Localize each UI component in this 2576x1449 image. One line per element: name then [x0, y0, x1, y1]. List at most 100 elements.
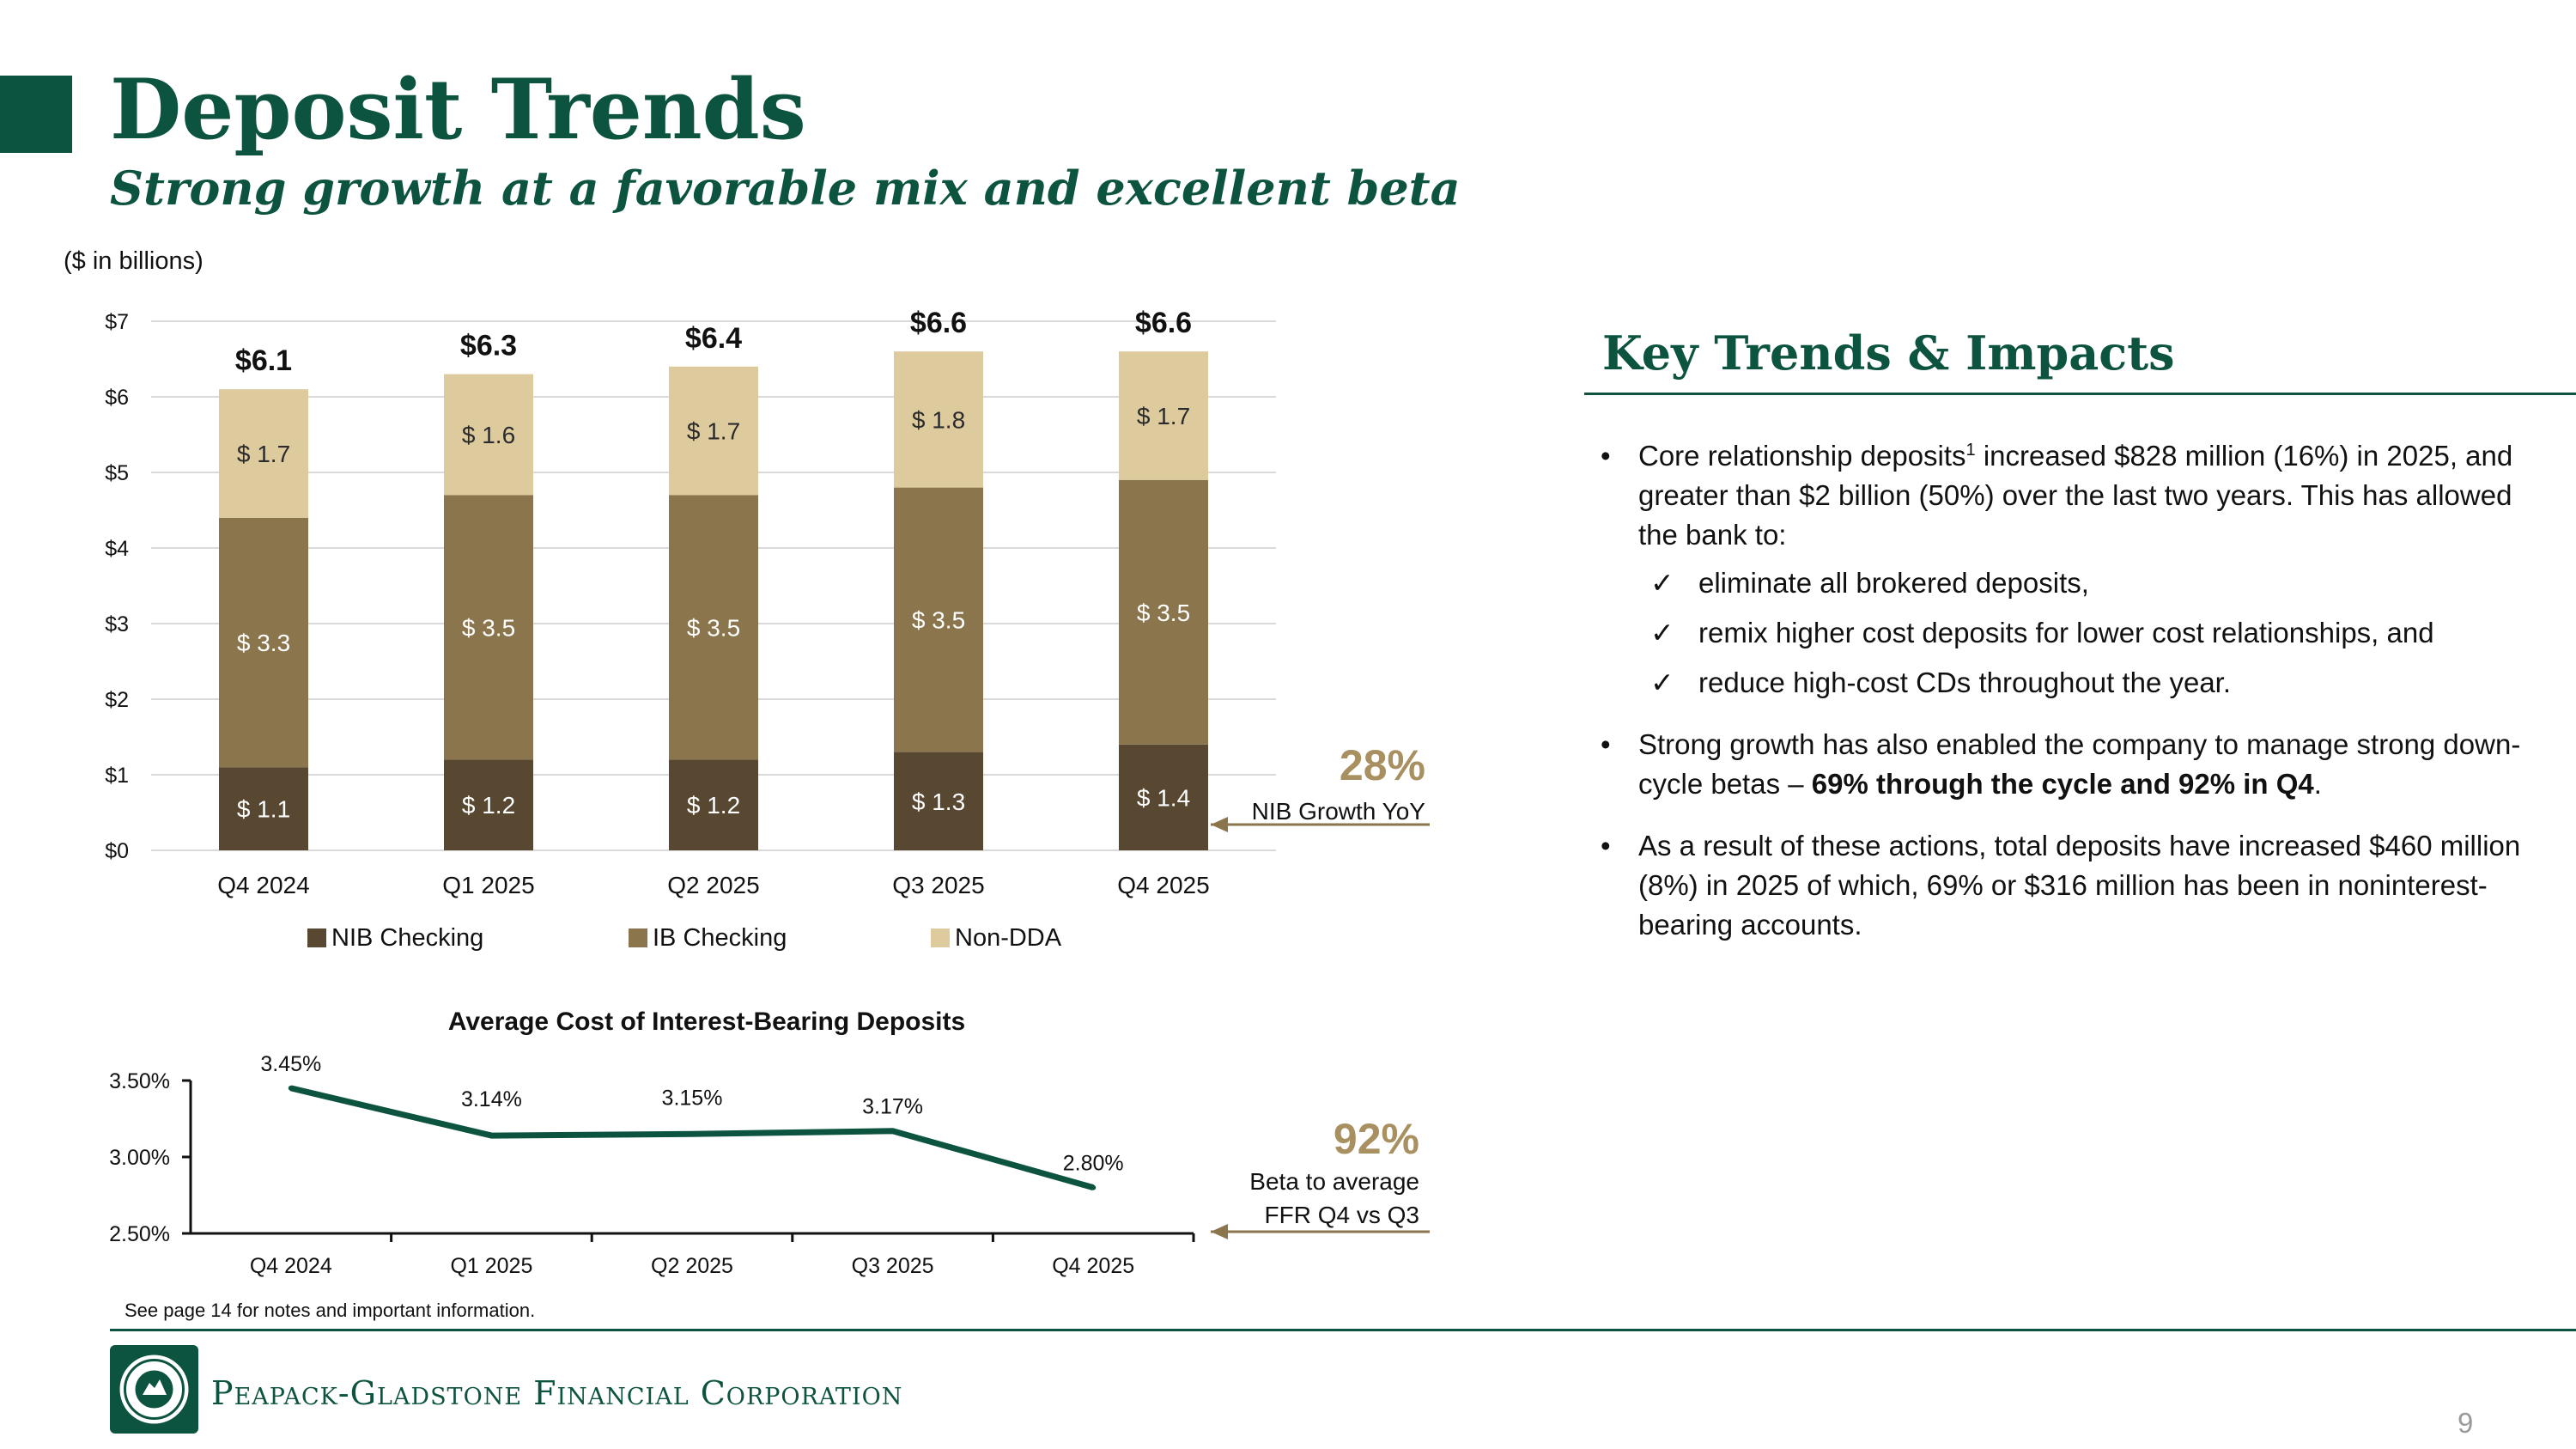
- nib-arrow-head: [1211, 817, 1228, 832]
- bar-segment: [669, 759, 758, 850]
- bar-data-label: $ 1.8: [912, 406, 965, 433]
- company-logo: [110, 1345, 198, 1434]
- seal-icon: [119, 1355, 189, 1424]
- check-item: ✓ reduce high-cost CDs throughout the ye…: [1638, 663, 2554, 703]
- bar-segment: [1119, 744, 1208, 850]
- company-name: Peapack-Gladstone Financial Corporation: [211, 1374, 903, 1412]
- bullet-total-deposits: • As a result of these actions, total de…: [1601, 826, 2554, 945]
- x-tick-label: Q2 2025: [667, 872, 759, 898]
- beta-label-line1: Beta to average: [1249, 1168, 1419, 1195]
- bullet-dot: •: [1601, 830, 1611, 861]
- y-tick-label: $7: [105, 310, 129, 334]
- bullet1-text-b: increased $828 million (16%) in 2025, an…: [1638, 440, 2513, 551]
- check-item-text: reduce high-cost CDs throughout the year…: [1698, 667, 2232, 698]
- bar-data-label: $ 3.5: [912, 607, 965, 634]
- bar-total-label: $6.3: [460, 330, 517, 362]
- line-data-label: 3.45%: [260, 1052, 321, 1076]
- legend-label: Non-DDA: [955, 924, 1062, 952]
- bar-segment: [669, 495, 758, 760]
- bar-segment: [894, 351, 983, 488]
- beta-arrow-head: [1211, 1224, 1228, 1239]
- units-note: ($ in billions): [64, 247, 204, 275]
- line-data-label: 3.17%: [862, 1095, 923, 1119]
- data-point: [1091, 1184, 1097, 1190]
- y-tick-label: $6: [105, 386, 129, 410]
- x-tick-label: Q4 2024: [250, 1254, 332, 1278]
- beta-label-line2: FFR Q4 vs Q3: [1265, 1202, 1419, 1228]
- bar-data-label: $ 1.2: [462, 792, 515, 819]
- y-tick-label: 3.00%: [109, 1146, 170, 1170]
- check-item: ✓ eliminate all brokered deposits,: [1638, 563, 2554, 603]
- data-point: [890, 1128, 896, 1134]
- data-point: [690, 1131, 695, 1137]
- legend-swatch: [931, 928, 950, 947]
- bar-segment: [444, 374, 533, 496]
- page-title: Deposit Trends: [110, 61, 806, 158]
- x-tick-label: Q4 2025: [1117, 872, 1209, 898]
- bullet3-text: As a result of these actions, total depo…: [1638, 830, 2521, 941]
- bar-total-label: $6.6: [910, 307, 967, 339]
- y-tick-label: $0: [105, 839, 129, 863]
- line-chart-title: Average Cost of Interest-Bearing Deposit…: [448, 1008, 965, 1036]
- y-tick-label: $1: [105, 764, 129, 788]
- key-trends-list: • Core relationship deposits1 increased …: [1601, 436, 2554, 967]
- bullet-dot: •: [1601, 440, 1611, 472]
- bullet1-text-a: Core relationship deposits: [1638, 440, 1966, 472]
- nib-growth-label: NIB Growth YoY: [1252, 798, 1426, 825]
- bar-segment: [444, 759, 533, 850]
- bar-segment: [669, 366, 758, 496]
- bar-data-label: $ 3.5: [687, 614, 740, 641]
- bullet2-text-c: .: [2313, 768, 2322, 800]
- legend-swatch: [307, 928, 326, 947]
- x-tick-label: Q4 2024: [217, 872, 309, 898]
- y-tick-label: 3.50%: [109, 1069, 170, 1093]
- bar-total-label: $6.4: [685, 322, 742, 355]
- bullet2-text-bold: 69% through the cycle and 92% in Q4: [1811, 768, 2314, 800]
- legend-swatch: [629, 928, 647, 947]
- checkmark-icon: ✓: [1650, 567, 1674, 599]
- bar-data-label: $ 3.5: [1137, 600, 1190, 626]
- bullet-core-deposits: • Core relationship deposits1 increased …: [1601, 436, 2554, 703]
- legend-label: NIB Checking: [331, 924, 483, 952]
- bar-segment: [894, 487, 983, 752]
- title-accent-square: [0, 76, 72, 153]
- bar-data-label: $ 1.7: [237, 441, 290, 467]
- check-list: ✓ eliminate all brokered deposits, ✓ rem…: [1638, 563, 2554, 703]
- bar-data-label: $ 1.1: [237, 796, 290, 823]
- bar-data-label: $ 1.4: [1137, 784, 1190, 811]
- nib-growth-value: 28%: [1340, 741, 1425, 789]
- y-tick-label: 2.50%: [109, 1222, 170, 1246]
- line-data-label: 2.80%: [1063, 1152, 1124, 1176]
- bar-segment: [444, 495, 533, 760]
- bar-data-label: $ 1.7: [687, 418, 740, 445]
- legend-label: IB Checking: [653, 924, 787, 952]
- bar-segment: [894, 752, 983, 850]
- y-tick-label: $3: [105, 612, 129, 636]
- bullet-dot: •: [1601, 728, 1611, 760]
- checkmark-icon: ✓: [1650, 667, 1674, 698]
- data-point: [489, 1133, 495, 1139]
- data-point: [288, 1085, 294, 1091]
- checkmark-icon: ✓: [1650, 617, 1674, 648]
- bar-data-label: $ 1.3: [912, 788, 965, 815]
- key-trends-divider: [1584, 393, 2576, 395]
- page-subtitle: Strong growth at a favorable mix and exc…: [110, 161, 1461, 216]
- callouts: 28% NIB Growth YoY 92% Beta to average F…: [1211, 741, 1430, 1239]
- x-tick-label: Q1 2025: [442, 872, 534, 898]
- x-tick-label: Q3 2025: [852, 1254, 934, 1278]
- check-item: ✓ remix higher cost deposits for lower c…: [1638, 613, 2554, 653]
- y-tick-label: $4: [105, 537, 129, 561]
- bar-segment: [1119, 479, 1208, 745]
- check-item-text: eliminate all brokered deposits,: [1698, 567, 2089, 599]
- x-tick-label: Q4 2025: [1052, 1254, 1134, 1278]
- cost-line-chart: Average Cost of Interest-Bearing Deposit…: [109, 1008, 1195, 1321]
- footnote: See page 14 for notes and important info…: [125, 1300, 535, 1321]
- footnote-marker: 1: [1965, 441, 1976, 460]
- bar-segment: [219, 517, 308, 768]
- deposit-bar-chart: $0 $1 $2 $3 $4 $5 $6 $7 $ 1.1 $ 3.3 $ 1.7 $6.1 Q4 20…: [105, 307, 1276, 952]
- bullet2-text-a: Strong growth has also enabled the compa…: [1638, 728, 2521, 800]
- check-item-text: remix higher cost deposits for lower cos…: [1698, 617, 2434, 648]
- page-number: 9: [2458, 1407, 2474, 1439]
- bar-segment: [219, 389, 308, 518]
- key-trends-title: Key Trends & Impacts: [1602, 326, 2175, 381]
